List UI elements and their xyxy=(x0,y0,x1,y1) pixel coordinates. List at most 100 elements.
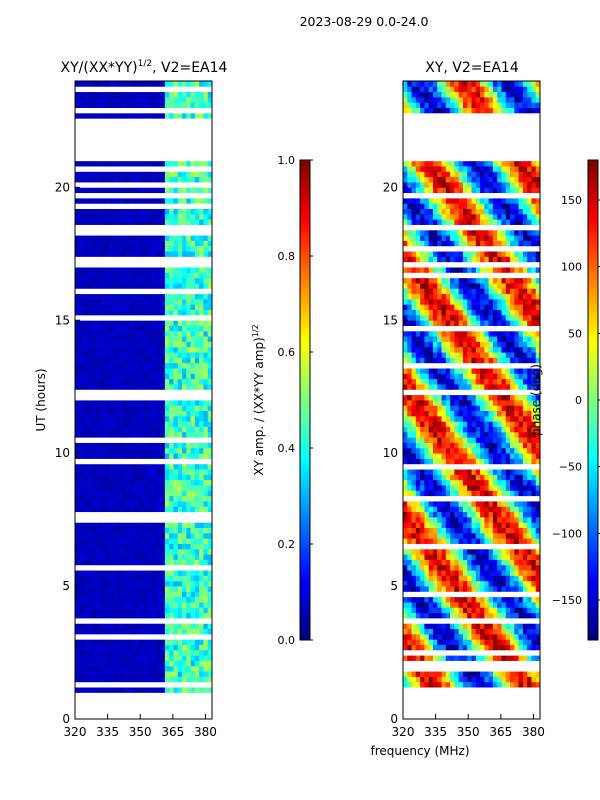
heatmap-cell xyxy=(535,649,541,656)
heatmap-cell xyxy=(156,692,162,699)
heatmap-cell xyxy=(147,458,153,465)
heatmap-cell xyxy=(130,538,136,544)
heatmap-cell xyxy=(143,575,149,582)
heatmap-cell xyxy=(100,495,106,502)
heatmap-cell xyxy=(173,671,179,677)
heatmap-cell xyxy=(445,580,451,587)
heatmap-cell xyxy=(527,681,532,688)
heatmap-cell xyxy=(182,458,187,465)
heatmap-cell xyxy=(109,633,114,640)
heatmap-cell xyxy=(139,591,144,598)
heatmap-cell xyxy=(527,660,532,667)
heatmap-cell xyxy=(83,506,89,513)
heatmap-cell xyxy=(92,495,97,502)
heatmap-cell xyxy=(100,150,106,156)
heatmap-cell xyxy=(531,575,537,582)
heatmap-cell xyxy=(117,655,123,661)
heatmap-cell xyxy=(177,298,183,305)
heatmap-cell xyxy=(173,123,179,130)
heatmap-cell xyxy=(152,602,157,608)
heatmap-cell xyxy=(510,580,515,587)
heatmap-cell xyxy=(199,586,204,592)
heatmap-cell xyxy=(79,272,84,279)
heatmap-cell xyxy=(203,208,209,215)
heatmap-cell xyxy=(130,607,136,614)
heatmap-cell xyxy=(199,602,204,608)
heatmap-cell xyxy=(458,713,464,720)
heatmap-cell xyxy=(126,128,132,135)
heatmap-cell xyxy=(190,341,196,348)
heatmap-cell xyxy=(143,96,149,103)
heatmap-cell xyxy=(87,495,93,502)
heatmap-cell xyxy=(169,628,174,635)
heatmap-cell xyxy=(186,676,191,683)
heatmap-cell xyxy=(415,623,421,630)
heatmap-cell xyxy=(134,596,140,603)
heatmap-cell xyxy=(134,543,140,550)
heatmap-cell xyxy=(156,107,162,114)
heatmap-cell xyxy=(139,229,144,236)
heatmap-cell xyxy=(207,400,213,406)
heatmap-cell xyxy=(134,96,140,103)
heatmap-cell xyxy=(104,596,110,603)
heatmap-cell xyxy=(152,134,157,140)
heatmap-cell xyxy=(143,442,149,449)
heatmap-cell xyxy=(96,617,102,624)
heatmap-cell xyxy=(152,304,157,311)
heatmap-cell xyxy=(143,197,149,204)
heatmap-cell xyxy=(122,293,127,300)
heatmap-cell xyxy=(203,309,209,316)
heatmap-cell xyxy=(182,378,187,385)
heatmap-cell xyxy=(445,575,451,582)
heatmap-cell xyxy=(207,357,213,364)
heatmap-cell xyxy=(87,458,93,465)
heatmap-cell xyxy=(182,394,187,401)
heatmap-cell xyxy=(164,639,170,645)
heatmap-cell xyxy=(87,681,93,688)
heatmap-cell xyxy=(152,309,157,316)
heatmap-cell xyxy=(117,341,123,348)
heatmap-cell xyxy=(96,267,102,273)
heatmap-cell xyxy=(535,602,541,608)
heatmap-cell xyxy=(199,208,204,215)
heatmap-cell xyxy=(160,197,166,204)
heatmap-cell xyxy=(109,586,114,592)
heatmap-cell xyxy=(83,697,89,704)
heatmap-cell xyxy=(104,208,110,215)
heatmap-cell xyxy=(437,554,442,560)
heatmap-cell xyxy=(182,182,187,188)
heatmap-cell xyxy=(169,213,174,220)
heatmap-cell xyxy=(104,676,110,683)
heatmap-cell xyxy=(143,208,149,215)
heatmap-cell xyxy=(194,240,200,247)
heatmap-cell xyxy=(437,665,442,672)
heatmap-cell xyxy=(143,426,149,433)
heatmap-cell xyxy=(194,272,200,279)
heatmap-cell xyxy=(156,166,162,172)
heatmap-cell xyxy=(207,644,213,651)
heatmap-cell xyxy=(122,128,127,135)
heatmap-cell xyxy=(152,187,157,194)
heatmap-cell xyxy=(169,176,174,183)
heatmap-cell xyxy=(134,463,140,470)
heatmap-cell xyxy=(411,564,417,571)
heatmap-cell xyxy=(139,320,144,326)
heatmap-cell xyxy=(152,128,157,135)
heatmap-cell xyxy=(424,607,430,614)
heatmap-cell xyxy=(100,357,106,364)
coherence-ylabel: UT (hours) xyxy=(34,368,48,431)
heatmap-cell xyxy=(454,602,460,608)
heatmap-cell xyxy=(130,389,136,396)
heatmap-cell xyxy=(420,681,425,688)
heatmap-cell xyxy=(169,171,174,178)
heatmap-cell xyxy=(126,160,132,167)
heatmap-cell xyxy=(156,394,162,401)
heatmap-cell xyxy=(182,320,187,326)
heatmap-cell xyxy=(156,612,162,619)
heatmap-cell xyxy=(75,213,80,220)
heatmap-cell xyxy=(454,681,460,688)
heatmap-cell xyxy=(96,224,102,231)
heatmap-cell xyxy=(143,612,149,619)
heatmap-cell xyxy=(471,602,477,608)
heatmap-cell xyxy=(134,139,140,146)
